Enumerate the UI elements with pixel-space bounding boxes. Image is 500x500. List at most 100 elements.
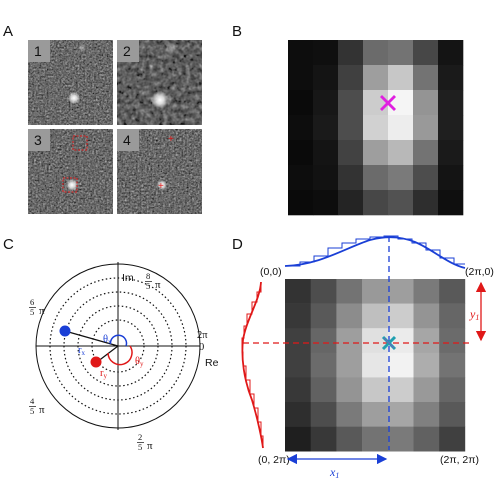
pixel-cell: [288, 190, 314, 216]
pixel-cell: [336, 426, 363, 452]
pixel-cell: [438, 65, 464, 91]
corner-top-left: (0,0): [260, 266, 282, 278]
pixel-cell: [338, 190, 364, 216]
panel-a-label: A: [3, 23, 13, 40]
centroid-marker: [380, 95, 396, 111]
pixel-cell: [313, 90, 339, 116]
vector-rx: [64, 330, 119, 347]
pixel-cell: [363, 90, 389, 116]
pixel-cell: [310, 328, 337, 354]
pixel-cell: [285, 426, 311, 452]
pixel-cell: [362, 426, 389, 452]
pixel-cell: [288, 115, 314, 141]
panel-b: B: [232, 23, 464, 216]
pixel-cell: [310, 303, 337, 329]
pixel-cell: [336, 352, 363, 378]
pixel-cell: [388, 165, 414, 191]
panel-c: C Im Re 8 5 π 6 5 π 2π 0: [3, 236, 219, 452]
pixel-cell: [438, 140, 464, 166]
pixel-cell: [439, 279, 466, 304]
svg-text:5: 5: [30, 307, 34, 317]
pixel-cell: [413, 402, 440, 427]
pixel-cell: [363, 140, 389, 166]
centroid-cross: [381, 335, 397, 351]
x-profile-histogram: [285, 235, 465, 267]
label-2-5-pi: 2 5 π: [137, 432, 153, 452]
pixel-cell: [413, 90, 439, 116]
label-2pi: 2π: [197, 330, 208, 341]
svg-text:4: 4: [30, 396, 35, 406]
pixel-cell: [338, 65, 364, 91]
pixel-cell: [363, 115, 389, 141]
pixel-cell: [363, 165, 389, 191]
pixel-cell: [285, 402, 311, 427]
pixel-grid-b: [288, 40, 464, 216]
pixel-cell: [362, 352, 389, 378]
svg-text:5: 5: [30, 406, 34, 416]
roi-box: [62, 177, 78, 193]
label-theta-y: θy: [135, 356, 144, 368]
pixel-cell: [362, 377, 389, 403]
pixel-cell: [438, 115, 464, 141]
panel-d-label: D: [232, 236, 243, 253]
pixel-cell: [288, 140, 314, 166]
pixel-cell: [388, 40, 414, 66]
point-x: [59, 325, 71, 337]
pixel-cell: [387, 426, 414, 452]
pixel-cell: [388, 190, 414, 216]
pixel-cell: [288, 90, 314, 116]
pixel-cell: [413, 190, 439, 216]
pixel-cell: [310, 402, 337, 427]
svg-text:π: π: [147, 440, 153, 452]
re-axis-label: Re: [205, 357, 219, 369]
pixel-cell: [413, 328, 440, 354]
pixel-cell: [438, 165, 464, 191]
pixel-cell: [439, 352, 466, 378]
arc-theta-y: [107, 345, 133, 366]
label-8-5-pi: 8 5 π: [145, 271, 161, 291]
tile-4: + + 4: [117, 129, 202, 214]
pixel-cell: [338, 115, 364, 141]
pixel-cell: [310, 279, 337, 304]
pixel-cell: [310, 377, 337, 403]
pixel-cell: [285, 352, 311, 378]
pixel-cell: [438, 40, 464, 66]
corner-top-right: (2π,0): [465, 266, 494, 278]
pixel-cell: [387, 402, 414, 427]
pixel-cell: [285, 303, 311, 329]
pixel-cell: [363, 65, 389, 91]
roi-box: [72, 135, 88, 151]
label-rx: rx: [78, 345, 86, 357]
pixel-cell: [338, 140, 364, 166]
label-ry: ry: [100, 368, 108, 380]
y1-label: y1: [469, 307, 479, 322]
tile-4-label: 4: [123, 132, 131, 148]
tile-2-badge: [117, 40, 139, 62]
arc-theta-x: [109, 334, 128, 347]
svg-text:π: π: [155, 279, 161, 291]
pixel-cell: [388, 115, 414, 141]
pixel-cell: [362, 303, 389, 329]
pixel-cell: [413, 140, 439, 166]
panel-c-label: C: [3, 236, 14, 253]
pixel-cell: [362, 402, 389, 427]
svg-text:2: 2: [138, 432, 142, 442]
pixel-cell: [413, 165, 439, 191]
tile-3-label: 3: [34, 132, 42, 148]
pixel-cell: [387, 377, 414, 403]
pixel-cell: [387, 352, 414, 378]
tile-2-label: 2: [123, 43, 131, 59]
im-axis-label: Im: [122, 272, 134, 284]
panel-b-label: B: [232, 23, 242, 40]
svg-text:5: 5: [138, 442, 142, 452]
label-4-5-pi: 4 5 π: [29, 396, 45, 416]
label-zero: 0: [199, 342, 204, 353]
pixel-cell: [336, 377, 363, 403]
pixel-cell: [313, 65, 339, 91]
tile-2: 2: [117, 40, 202, 125]
pixel-cell: [310, 426, 337, 452]
pixel-cell: [438, 90, 464, 116]
pixel-grid-d: [285, 279, 466, 452]
svg-text:π: π: [39, 404, 45, 416]
